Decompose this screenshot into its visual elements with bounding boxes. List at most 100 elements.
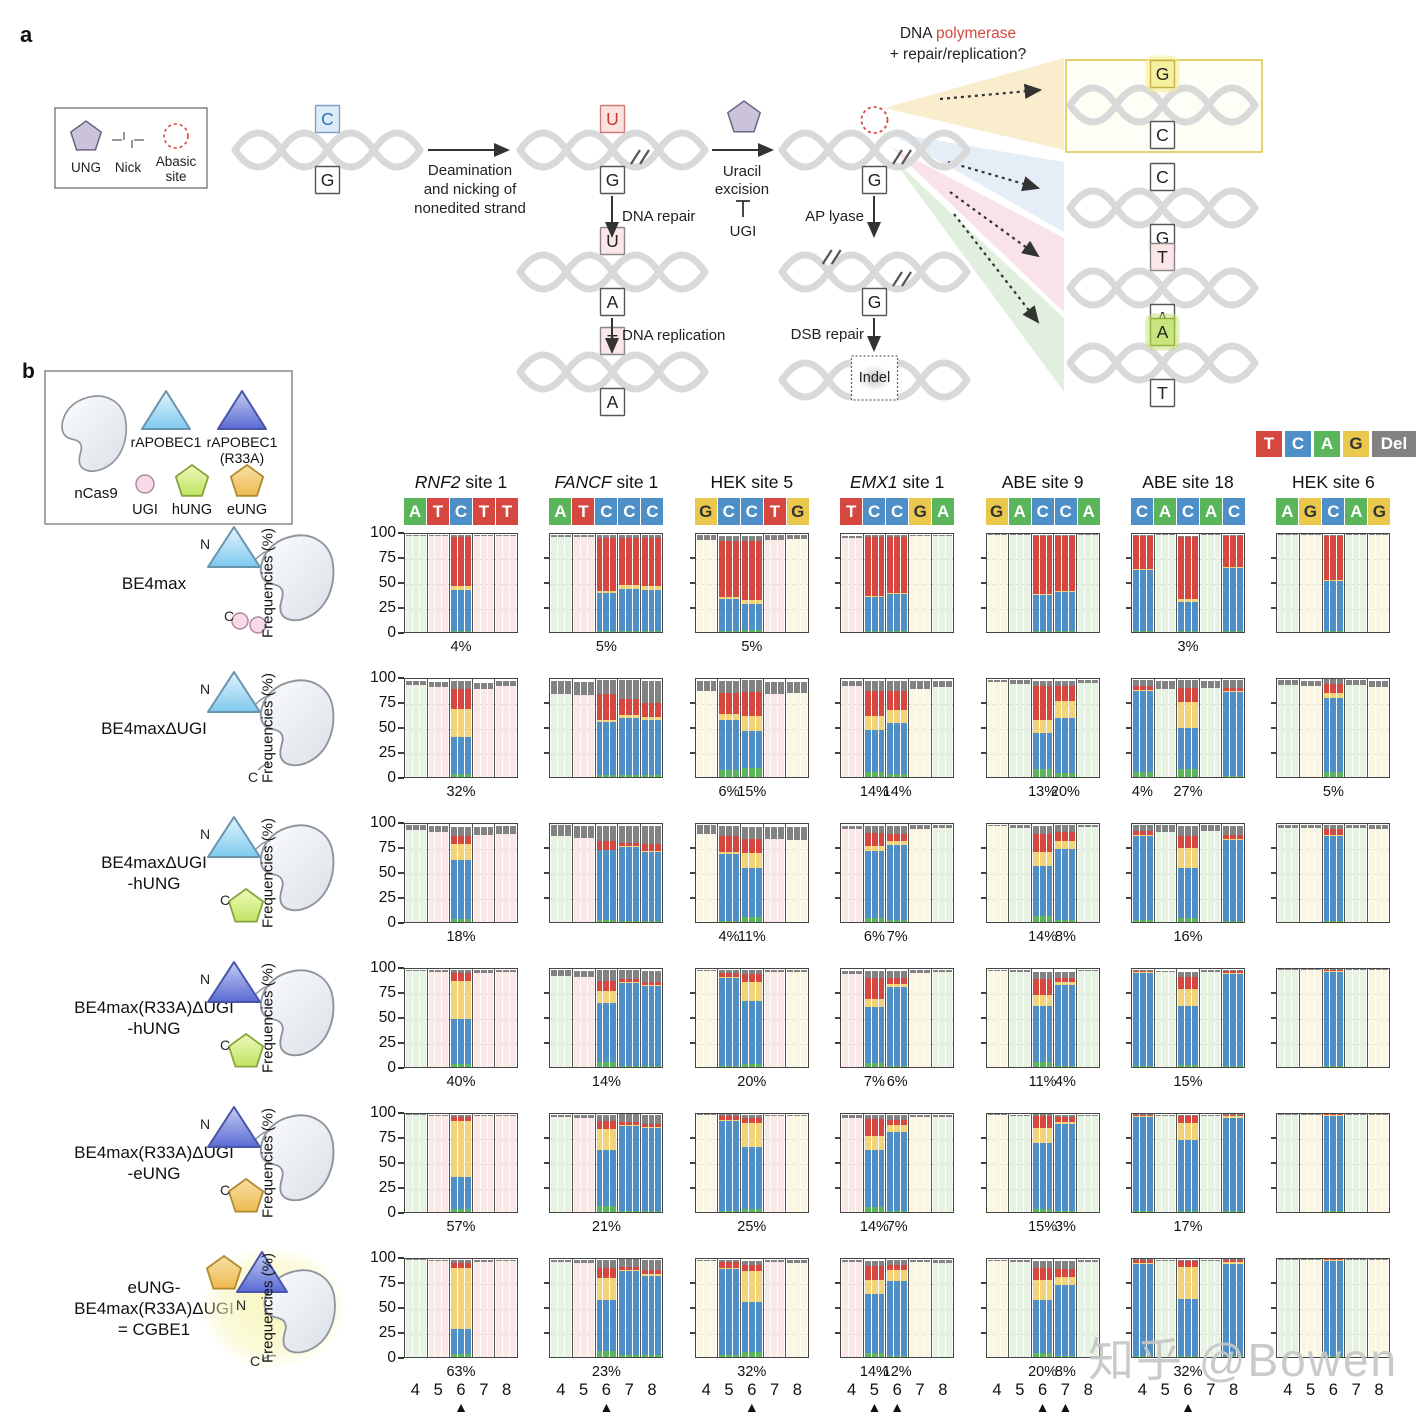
editor-cartoon: NC <box>200 1106 335 1213</box>
bar-segment-del <box>1307 534 1314 535</box>
bar-segment-del <box>849 535 855 538</box>
frequency-chart <box>1131 678 1245 778</box>
bar-segment <box>1223 971 1230 973</box>
bar-segment-del <box>1169 1115 1176 1116</box>
bar-segment <box>887 1280 894 1357</box>
bar-segment-del <box>1307 1259 1314 1260</box>
bar-segment <box>1133 1115 1139 1117</box>
bar-segment-unedited <box>932 1262 939 1357</box>
stacked-bar <box>487 1259 494 1357</box>
bar-segment-unedited <box>710 1114 717 1212</box>
bar-segment <box>733 970 739 973</box>
chart-cells <box>696 679 808 777</box>
bar-segment <box>755 1147 762 1210</box>
bar-segment <box>1046 833 1053 853</box>
tick-stub <box>544 872 550 874</box>
stacked-bar <box>726 824 733 922</box>
bar-segment-unedited <box>1155 831 1162 922</box>
bar-segment-unedited <box>442 535 449 632</box>
bar-segment <box>1069 1066 1075 1067</box>
stacked-bar <box>1292 534 1298 632</box>
y-tick-label: 75 <box>378 1129 396 1146</box>
stacked-bar <box>1046 534 1053 632</box>
bar-segment <box>458 1176 464 1210</box>
bar-segment-del <box>1285 680 1292 685</box>
cg-percentage-label: 16% <box>1173 929 1203 945</box>
bar-segment <box>610 1206 617 1212</box>
bar-segment-unedited <box>771 1261 778 1357</box>
bar-segment <box>1337 1211 1344 1212</box>
stacked-bar <box>1017 824 1023 922</box>
bar-segment-unedited <box>1278 534 1285 632</box>
bar-segment <box>1055 591 1062 632</box>
bar-segment <box>1178 1006 1185 1066</box>
bar-segment-del <box>1091 1115 1098 1116</box>
stacked-bar <box>946 534 953 632</box>
bar-segment <box>741 680 748 692</box>
stacked-bar <box>946 824 953 922</box>
bar-segment-del <box>994 970 1001 971</box>
stacked-bar <box>464 1114 471 1212</box>
position-cell <box>1075 679 1099 777</box>
stacked-bar <box>412 534 419 632</box>
legend-swatch-C: C <box>1285 431 1311 457</box>
bar-segment-del <box>406 1259 412 1260</box>
bar-segment-del <box>510 535 516 536</box>
stacked-bar <box>703 824 710 922</box>
seq-base-C: C <box>595 498 618 525</box>
bar-segment <box>755 826 762 839</box>
stacked-bar <box>573 1114 580 1212</box>
stacked-bar <box>787 969 794 1067</box>
bar-segment <box>451 1018 458 1065</box>
bar-segment <box>1133 1114 1139 1116</box>
y-tick-label: 50 <box>378 864 396 881</box>
bar-segment <box>626 1124 632 1126</box>
bar-segment <box>1191 826 1198 836</box>
bar-segment-unedited <box>587 1262 594 1357</box>
stacked-bar <box>748 1259 755 1357</box>
bar-segment <box>755 1064 762 1067</box>
bar-segment <box>1032 1300 1039 1354</box>
chart-cells <box>1132 1259 1244 1357</box>
bar-segment <box>894 774 901 777</box>
bar-segment <box>871 1115 878 1119</box>
bar-segment <box>1337 581 1344 632</box>
stacked-bar <box>1155 1114 1162 1212</box>
stacked-bar <box>565 1114 571 1212</box>
bar-segment-del <box>1314 534 1321 535</box>
svg-text:Abasic: Abasic <box>156 154 197 169</box>
stacked-bar <box>1139 534 1146 632</box>
stacked-bar <box>406 534 412 632</box>
bar-segment-del <box>994 680 1001 682</box>
seq-base-C: C <box>641 498 664 525</box>
bar-segment <box>894 536 901 593</box>
cg-percentage-label: 20% <box>737 1074 767 1090</box>
bar-segment <box>887 1131 894 1212</box>
bar-segment <box>726 852 733 855</box>
bar-segment-del <box>1010 1115 1017 1116</box>
bar-segment <box>603 680 610 694</box>
ncas9-body <box>259 534 335 622</box>
abasic-icon <box>163 123 189 149</box>
bar-segment <box>748 838 755 854</box>
dashed-outcome-arrow <box>947 160 1041 192</box>
bar-segment <box>755 730 762 769</box>
bar-segment <box>755 981 762 1002</box>
bar-segment <box>603 1300 610 1352</box>
position-cell <box>696 1114 718 1212</box>
bar-segment <box>726 1355 733 1357</box>
seq-base-A: A <box>549 498 572 525</box>
bar-segment <box>619 982 626 1067</box>
bar-segment-unedited <box>994 1260 1001 1357</box>
bar-segment-del <box>696 825 703 834</box>
bar-segment-del <box>435 535 442 536</box>
stacked-bar <box>1032 969 1039 1067</box>
bar-segment-unedited <box>1368 1114 1375 1212</box>
bar-segment <box>655 1355 662 1357</box>
cg-percentage-label: 21% <box>591 1219 621 1235</box>
bar-segment-del <box>946 1115 953 1117</box>
stacked-bar <box>1039 824 1046 922</box>
bar-segment <box>1139 1116 1146 1212</box>
bar-segment-del <box>406 970 412 971</box>
y-axis-label: Frequencies (%) <box>259 527 277 639</box>
